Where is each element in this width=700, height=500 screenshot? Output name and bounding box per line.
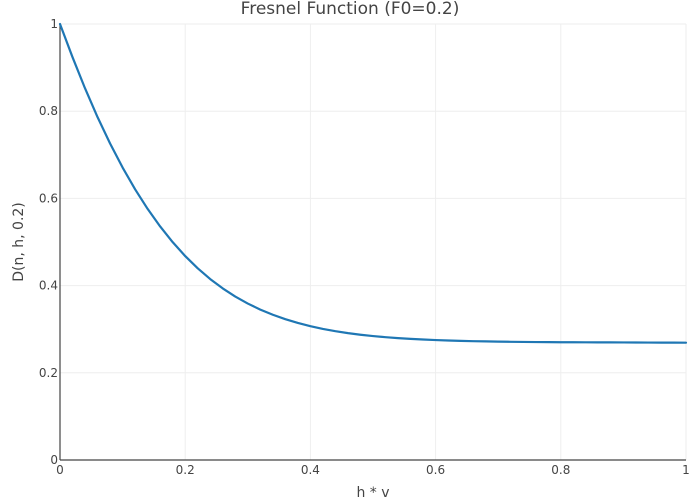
x-tick-label: 0 (56, 463, 64, 477)
x-tick-label: 1 (682, 463, 690, 477)
x-axis-title: h * v (356, 485, 389, 500)
series-lines (58, 22, 688, 344)
y-tick-label: 1 (50, 17, 58, 31)
y-tick-label: 0.4 (39, 279, 58, 293)
y-tick-label: 0 (50, 453, 58, 467)
chart-title: Fresnel Function (F0=0.2) (241, 0, 460, 19)
y-tick-label: 0.2 (39, 366, 58, 380)
x-tick-label: 0.6 (426, 463, 445, 477)
grid (60, 23, 687, 460)
tick-labels: 0 0.2 0.4 0.6 0.8 1 0 0.2 0.4 0.6 0.8 1 (39, 17, 690, 477)
x-tick-label: 0.4 (301, 463, 320, 477)
y-axis-title: D(n, h, 0.2) (11, 202, 27, 282)
x-tick-label: 0.2 (176, 463, 195, 477)
axes (59, 24, 686, 461)
y-tick-label: 0.8 (39, 104, 58, 118)
x-tick-label: 0.8 (551, 463, 570, 477)
series-line (58, 22, 688, 344)
y-tick-label: 0.6 (39, 191, 58, 205)
